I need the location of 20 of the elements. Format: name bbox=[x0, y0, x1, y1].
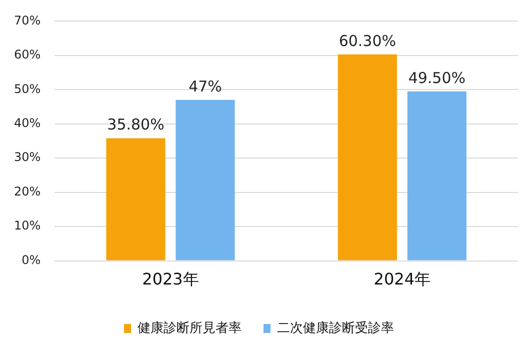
y-tick-label: 0% bbox=[22, 252, 41, 267]
data-label: 49.50% bbox=[408, 68, 466, 87]
data-label: 47% bbox=[188, 77, 222, 96]
y-tick-label: 10% bbox=[14, 218, 41, 233]
y-tick-label: 20% bbox=[14, 184, 41, 198]
y-tick-label: 50% bbox=[14, 82, 41, 96]
x-tick-label: 2023年 bbox=[142, 270, 199, 289]
legend-label: 二次健康診断受診率 bbox=[277, 320, 394, 336]
bar bbox=[106, 138, 166, 260]
y-tick-label: 70% bbox=[14, 13, 41, 28]
y-tick-label: 30% bbox=[14, 150, 41, 164]
bar bbox=[407, 91, 466, 260]
y-tick-label: 60% bbox=[14, 48, 41, 62]
legend-label: 健康診断所見者率 bbox=[138, 320, 242, 336]
data-label: 35.80% bbox=[107, 116, 164, 134]
x-tick-label: 2024年 bbox=[374, 270, 431, 289]
y-tick-label: 40% bbox=[14, 116, 41, 130]
data-label: 60.30% bbox=[338, 32, 396, 50]
bar bbox=[176, 100, 235, 260]
bar bbox=[338, 54, 397, 260]
